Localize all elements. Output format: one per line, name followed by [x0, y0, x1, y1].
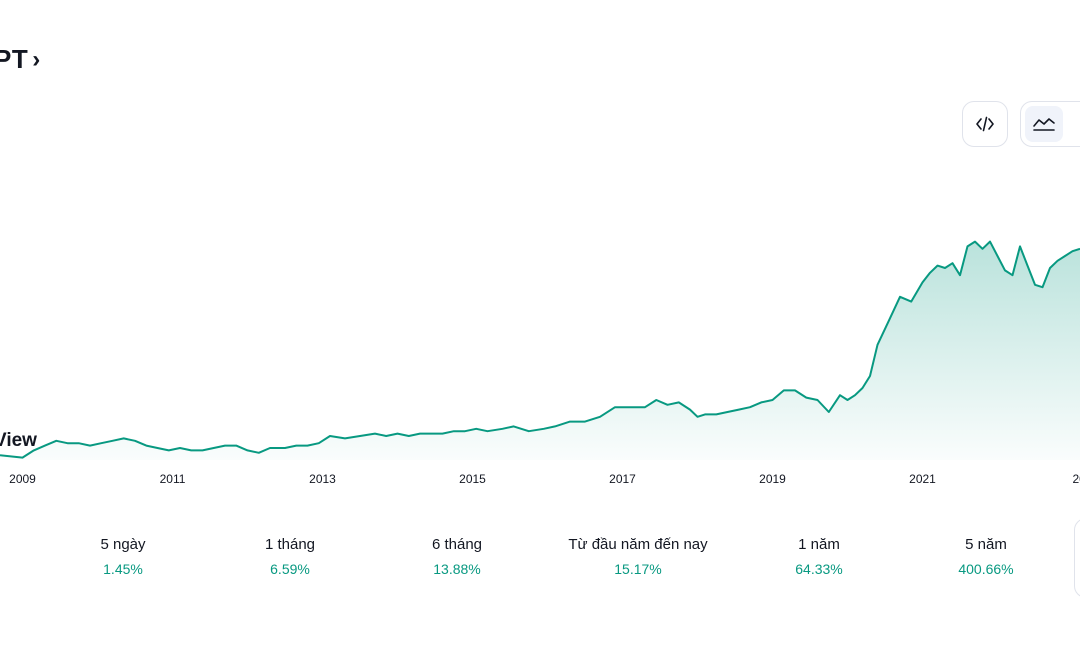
performance-item[interactable]: Từ đầu năm đến nay 15.17% [553, 536, 723, 577]
x-tick-label: 2011 [160, 472, 186, 486]
performance-period: 5 ngày [100, 536, 146, 553]
area-chart-button[interactable] [1025, 106, 1063, 142]
price-chart[interactable]: 2009 2011 2013 2015 2017 2019 2021 202 [0, 160, 1080, 500]
performance-period: 5 năm [965, 536, 1007, 553]
embed-code-button[interactable] [962, 101, 1008, 147]
x-tick-label: 2017 [609, 472, 636, 486]
performance-item[interactable]: 5 ngày 1.45% [38, 536, 208, 577]
x-tick-label: 2009 [9, 472, 36, 486]
performance-change: 64.33% [795, 561, 843, 577]
performance-item[interactable]: 1 tháng 6.59% [205, 536, 375, 577]
x-tick-label: 2015 [459, 472, 486, 486]
performance-item[interactable]: 1 năm 64.33% [734, 536, 904, 577]
performance-period: 1 năm [798, 536, 840, 553]
x-tick-label: 2021 [909, 472, 936, 486]
x-axis: 2009 2011 2013 2015 2017 2019 2021 202 [9, 472, 1080, 486]
performance-change: 1.45% [103, 561, 143, 577]
area-chart-icon [1032, 114, 1056, 134]
performance-period: Từ đầu năm đến nay [568, 536, 708, 553]
x-tick-label: 202 [1073, 472, 1080, 486]
side-card[interactable] [1074, 518, 1080, 598]
performance-change: 6.59% [270, 561, 310, 577]
chevron-right-icon: › [32, 45, 41, 73]
performance-change: 15.17% [614, 561, 662, 577]
performance-strip: 5 ngày 1.45% 1 tháng 6.59% 6 tháng 13.88% Từ đ… [0, 536, 1080, 586]
code-brackets-icon [974, 113, 996, 135]
logo-watermark: View [0, 430, 37, 451]
x-tick-label: 2019 [759, 472, 786, 486]
performance-item[interactable]: 6 tháng 13.88% [372, 536, 542, 577]
performance-item[interactable]: 5 năm 400.66% [901, 536, 1071, 577]
page-title[interactable]: PT › [0, 44, 41, 75]
performance-change: 13.88% [433, 561, 481, 577]
performance-period: 1 tháng [264, 536, 316, 553]
performance-period: 6 tháng [431, 536, 483, 553]
price-line [0, 240, 1080, 459]
symbol-name: PT [0, 44, 29, 74]
x-tick-label: 2013 [309, 472, 336, 486]
chart-style-toggle [1020, 101, 1080, 147]
area-fill [0, 241, 1080, 460]
performance-change: 400.66% [958, 561, 1014, 577]
